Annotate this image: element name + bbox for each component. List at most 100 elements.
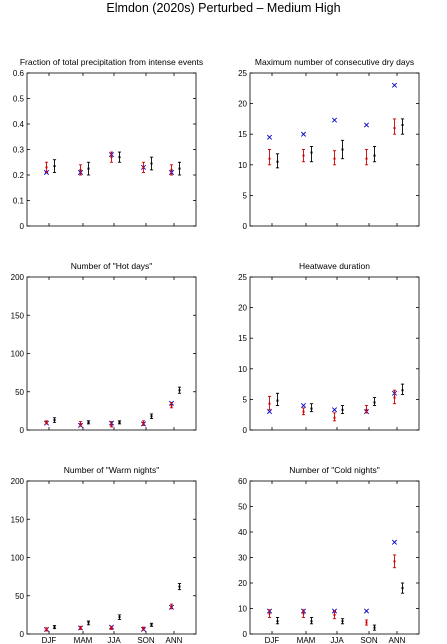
- chart-title: Fraction of total precipitation from int…: [20, 57, 203, 67]
- y-tick-label: 25: [238, 273, 247, 282]
- control-errorbar: [332, 150, 337, 166]
- control-errorbar: [301, 609, 306, 618]
- future-errorbar: [275, 153, 280, 169]
- control-errorbar: [392, 389, 397, 405]
- future-errorbar: [86, 161, 91, 176]
- y-tick-label: 15: [238, 130, 247, 139]
- control-errorbar: [332, 610, 337, 620]
- future-errorbar: [372, 145, 377, 163]
- observed-point: [391, 539, 398, 545]
- control-errorbar: [169, 603, 174, 610]
- control-errorbar: [169, 402, 174, 409]
- observed-point: [266, 134, 273, 140]
- future-errorbar: [149, 156, 154, 171]
- plot-frame: [26, 480, 197, 635]
- plot-frame: [26, 72, 197, 227]
- observed-point: [363, 122, 370, 128]
- y-tick-label: 10: [238, 605, 247, 614]
- y-tick-label: 20: [238, 579, 247, 588]
- y-tick-label: 50: [238, 503, 247, 512]
- control-errorbar: [109, 625, 114, 630]
- y-tick-label: 0: [20, 630, 25, 639]
- chart-title: Heatwave duration: [299, 261, 370, 271]
- y-tick-label: 200: [11, 477, 25, 486]
- control-errorbar: [141, 420, 146, 426]
- future-errorbar: [52, 625, 57, 630]
- y-tick-label: 25: [238, 69, 247, 78]
- chart-panel-5: Number of "Warm nights" 0 50 100 150 200 DJF MA…: [11, 465, 197, 644]
- control-errorbar: [301, 149, 306, 163]
- y-tick-label: 0: [20, 222, 25, 231]
- control-errorbar: [44, 161, 49, 173]
- future-errorbar: [177, 161, 182, 176]
- observed-point: [391, 82, 398, 88]
- future-errorbar: [340, 618, 345, 625]
- chart-title: Number of "Cold nights": [289, 465, 380, 475]
- control-errorbar: [44, 627, 49, 632]
- y-tick-label: 10: [238, 161, 247, 170]
- future-errorbar: [400, 118, 405, 135]
- future-errorbar: [340, 405, 345, 414]
- future-errorbar: [149, 413, 154, 419]
- future-errorbar: [400, 383, 405, 395]
- future-errorbar: [340, 139, 345, 160]
- control-errorbar: [364, 149, 369, 166]
- y-tick-label: 30: [238, 554, 247, 563]
- x-tick-label: MAM: [74, 636, 93, 644]
- control-errorbar: [169, 164, 174, 176]
- chart-panel-6: Number of "Cold nights" 0 10 20 30 40 50 60 DJF M…: [238, 465, 420, 644]
- y-tick-label: 0.3: [13, 146, 25, 155]
- y-tick-label: 0.1: [13, 197, 25, 206]
- x-tick-label: SON: [360, 636, 378, 644]
- y-tick-label: 0.6: [13, 69, 25, 78]
- y-tick-label: 0: [243, 426, 248, 435]
- control-errorbar: [267, 395, 272, 411]
- observed-point: [331, 117, 338, 123]
- chart-title: Number of "Warm nights": [64, 465, 159, 475]
- future-errorbar: [400, 582, 405, 594]
- control-errorbar: [301, 407, 306, 416]
- control-errorbar: [364, 405, 369, 414]
- future-errorbar: [309, 145, 314, 163]
- x-tick-label: MAM: [297, 636, 316, 644]
- y-tick-label: 15: [238, 334, 247, 343]
- chart-title: Number of "Hot days": [71, 261, 153, 271]
- y-tick-label: 0: [243, 630, 248, 639]
- control-errorbar: [109, 421, 114, 428]
- y-tick-label: 40: [238, 528, 247, 537]
- x-tick-label: ANN: [166, 636, 183, 644]
- y-tick-label: 20: [238, 100, 247, 109]
- control-errorbar: [109, 151, 114, 163]
- future-errorbar: [86, 620, 91, 626]
- y-tick-label: 5: [243, 395, 248, 404]
- future-errorbar: [52, 159, 57, 173]
- future-errorbar: [177, 583, 182, 591]
- future-errorbar: [275, 616, 280, 625]
- y-tick-label: 0: [243, 222, 248, 231]
- x-tick-label: DJF: [42, 636, 57, 644]
- y-tick-label: 50: [15, 592, 24, 601]
- control-errorbar: [78, 421, 83, 427]
- y-tick-label: 0.4: [13, 120, 25, 129]
- y-tick-label: 200: [11, 273, 25, 282]
- future-errorbar: [275, 392, 280, 406]
- future-errorbar: [52, 417, 57, 423]
- plot-frame: [249, 276, 420, 431]
- future-errorbar: [117, 614, 122, 620]
- future-errorbar: [117, 151, 122, 163]
- future-errorbar: [309, 616, 314, 625]
- y-tick-label: 0.2: [13, 171, 25, 180]
- control-errorbar: [392, 554, 397, 569]
- y-tick-label: 20: [238, 304, 247, 313]
- y-tick-label: 10: [238, 365, 247, 374]
- observed-point: [300, 131, 307, 137]
- y-tick-label: 50: [15, 388, 24, 397]
- y-tick-label: 100: [11, 554, 25, 563]
- control-errorbar: [141, 161, 146, 173]
- chart-panel-2: Maximum number of consecutive dry days 0 5…: [238, 57, 420, 231]
- x-tick-label: DJF: [265, 636, 280, 644]
- y-tick-label: 150: [11, 311, 25, 320]
- y-tick-label: 0: [20, 426, 25, 435]
- x-tick-label: JJA: [330, 636, 344, 644]
